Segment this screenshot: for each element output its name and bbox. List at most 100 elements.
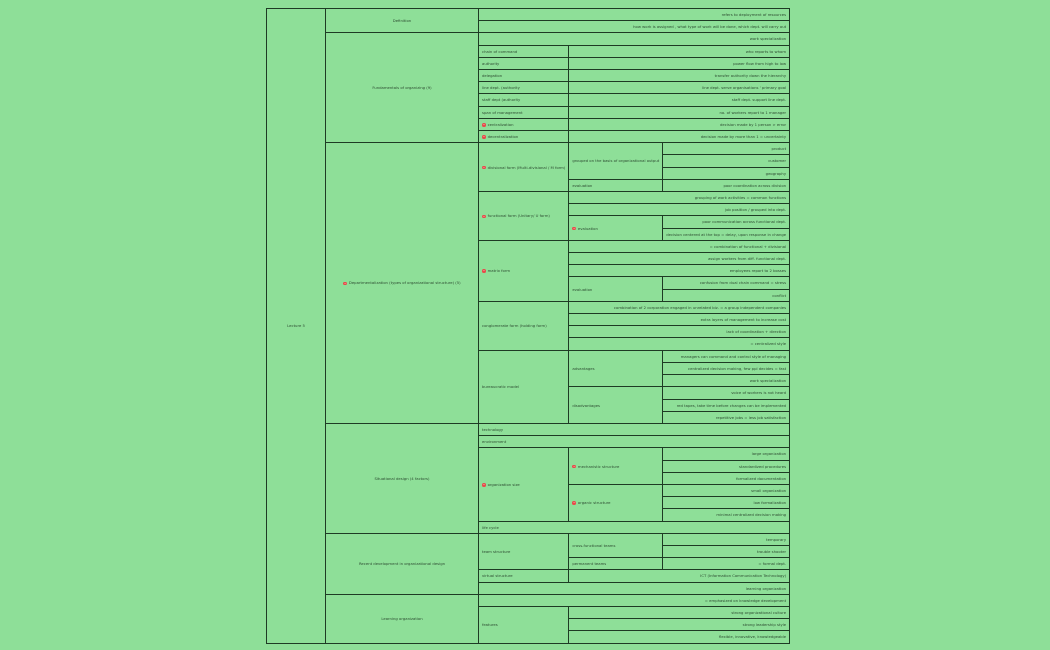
branch-node[interactable]: technology: [477, 422, 791, 437]
leaf-node[interactable]: work specialization: [662, 374, 791, 388]
leaf-node[interactable]: geography: [662, 166, 791, 180]
leaf-node[interactable]: product: [662, 142, 791, 156]
leaf-node[interactable]: standardized procedures: [662, 459, 791, 473]
map-row: − evaluation poor communication across fun…: [267, 215, 791, 241]
branch-node[interactable]: staff dept (authority: [477, 93, 570, 107]
branch-node[interactable]: grouped on the basis of organizational o…: [568, 142, 664, 180]
leaf-node[interactable]: confusion from dual chain command = stre…: [662, 276, 791, 290]
map-row: trouble shooter: [267, 544, 791, 559]
leaf-node[interactable]: who reports to whom: [568, 44, 791, 58]
branch-node[interactable]: advantages: [568, 349, 664, 388]
branch-node[interactable]: chain of command: [477, 44, 570, 58]
leaf-node[interactable]: small organization: [662, 483, 791, 498]
collapse-icon[interactable]: −: [572, 225, 576, 231]
branch-node[interactable]: virtual structure: [477, 569, 570, 583]
topic-node[interactable]: Recent development in organizational des…: [325, 532, 479, 595]
leaf-node[interactable]: = emphasized on knowledge development: [477, 593, 791, 607]
branch-node[interactable]: − evaluation: [568, 215, 664, 241]
topic-node[interactable]: Fundamentals of organizing (9): [325, 32, 479, 144]
branch-node[interactable]: − functional form (Unitary/ U form): [477, 191, 570, 241]
branch-node[interactable]: life cycle: [477, 520, 791, 534]
leaf-node[interactable]: decision made by 1 person > error: [568, 117, 791, 132]
branch-node[interactable]: evaluation: [568, 178, 664, 193]
leaf-node[interactable]: line dept. serve organisations ' primary…: [568, 81, 791, 95]
branch-node[interactable]: permanent teams: [568, 557, 664, 571]
leaf-node[interactable]: how work is assigned , what type of work…: [477, 20, 791, 34]
branch-node[interactable]: team structure: [477, 532, 570, 571]
topic-node[interactable]: Definition: [325, 7, 479, 34]
leaf-node[interactable]: repetitive jobs = less job satisfaction: [662, 410, 791, 424]
collapse-icon[interactable]: −: [572, 500, 576, 505]
root-node[interactable]: Lecture 5: [266, 8, 326, 644]
branch-node[interactable]: − organization size: [477, 447, 570, 522]
leaf-node[interactable]: large organization: [662, 447, 791, 461]
topic-node[interactable]: Learning organization: [325, 593, 479, 644]
leaf-node[interactable]: low formalization: [662, 496, 791, 510]
branch-node[interactable]: cross-functional teams: [568, 532, 664, 559]
leaf-node[interactable]: voice of workers is not heard: [662, 386, 791, 400]
branch-node[interactable]: − matrix form: [477, 239, 570, 302]
leaf-node[interactable]: power flow from high to low: [568, 56, 791, 71]
branch-node[interactable]: disadvantages: [568, 386, 664, 424]
leaf-node[interactable]: lack of coordination + direction: [568, 325, 791, 339]
branch-node[interactable]: features: [477, 605, 570, 644]
branch-node[interactable]: evaluation: [568, 276, 664, 302]
branch-node[interactable]: − mechanistic structure: [568, 447, 664, 485]
leaf-node[interactable]: learning organization: [477, 581, 791, 595]
leaf-node[interactable]: refers to deployment of resources: [477, 7, 791, 22]
leaf-node[interactable]: minimal centralized decision making: [662, 508, 791, 522]
leaf-node[interactable]: no. of workers report to 1 manager: [568, 105, 791, 119]
branch-node[interactable]: authority: [477, 56, 570, 71]
leaf-node[interactable]: combination of 2 corporation engaged in …: [568, 300, 791, 315]
leaf-node[interactable]: decision made by more than 1 = uncertain…: [568, 130, 791, 144]
collapse-icon[interactable]: −: [343, 280, 347, 286]
leaf-node[interactable]: poor coordination across division: [662, 178, 791, 193]
collapse-icon[interactable]: −: [482, 134, 486, 139]
collapse-icon[interactable]: −: [482, 268, 486, 274]
leaf-node[interactable]: assign workers from diff. functional dep…: [568, 252, 791, 266]
leaf-node[interactable]: = formal dept.: [662, 557, 791, 571]
topic-node[interactable]: Situational design (4 factors): [325, 422, 479, 534]
leaf-node[interactable]: formalized documentation: [662, 471, 791, 485]
leaf-node[interactable]: employees report to 2 bosses: [568, 264, 791, 278]
leaf-node[interactable]: strong organizational culture: [568, 605, 791, 620]
leaf-node[interactable]: conflict: [662, 288, 791, 302]
leaf-node[interactable]: = centralized style: [568, 337, 791, 351]
branch-node[interactable]: − divisional form (Multi-divisional / M f…: [477, 142, 570, 193]
leaf-node[interactable]: work specialization: [477, 32, 791, 46]
leaf-node[interactable]: poor communication across functional dep…: [662, 215, 791, 229]
leaf-node[interactable]: job position / grouped into dept.: [568, 203, 791, 217]
branch-node[interactable]: − decentralization: [477, 130, 570, 144]
collapse-icon[interactable]: −: [482, 164, 486, 170]
leaf-node[interactable]: flexible, innovative, knowledgeable: [568, 630, 791, 644]
collapse-icon[interactable]: −: [482, 482, 486, 487]
map-row: − matrix form = combination of functional …: [267, 239, 791, 302]
leaf-node[interactable]: = combination of functional + divisional: [568, 239, 791, 254]
branch-node[interactable]: environment: [477, 435, 791, 449]
branch-node[interactable]: bureaucratic model: [477, 349, 570, 424]
leaf-node[interactable]: strong leadership style: [568, 618, 791, 632]
collapse-icon[interactable]: −: [482, 213, 486, 219]
branch-node[interactable]: − organic structure: [568, 483, 664, 522]
leaf-node[interactable]: grouping of work activities = common fun…: [568, 191, 791, 205]
leaf-node[interactable]: managers can command and control style o…: [662, 349, 791, 363]
leaf-node[interactable]: decision centered at the top = delay, up…: [662, 227, 791, 241]
leaf-node[interactable]: transfer authority down the hierarchy: [568, 69, 791, 83]
leaf-node[interactable]: staff dept. support line dept.: [568, 93, 791, 107]
leaf-node[interactable]: red tapes, take time before changes can …: [662, 398, 791, 412]
branch-node[interactable]: span of management: [477, 105, 570, 119]
branch-node[interactable]: delegation: [477, 69, 570, 83]
leaf-node[interactable]: centralized decision making, few ppl dec…: [662, 361, 791, 376]
collapse-icon[interactable]: −: [572, 463, 576, 469]
branch-node[interactable]: line dept. (authority: [477, 81, 570, 95]
topic-node[interactable]: − Departmentalization (types of organizat…: [325, 142, 479, 424]
map-row: job position / grouped into dept.: [267, 203, 791, 217]
leaf-node[interactable]: extra layers of management to increase c…: [568, 313, 791, 327]
leaf-node[interactable]: customer: [662, 154, 791, 168]
leaf-node[interactable]: trouble shooter: [662, 544, 791, 559]
collapse-icon[interactable]: −: [482, 122, 486, 127]
leaf-node[interactable]: ICT (Information Communication Technolog…: [568, 569, 791, 583]
branch-node[interactable]: conglomerate form (holding form): [477, 300, 570, 351]
leaf-node[interactable]: temporary: [662, 532, 791, 546]
branch-node[interactable]: − centralization: [477, 117, 570, 132]
